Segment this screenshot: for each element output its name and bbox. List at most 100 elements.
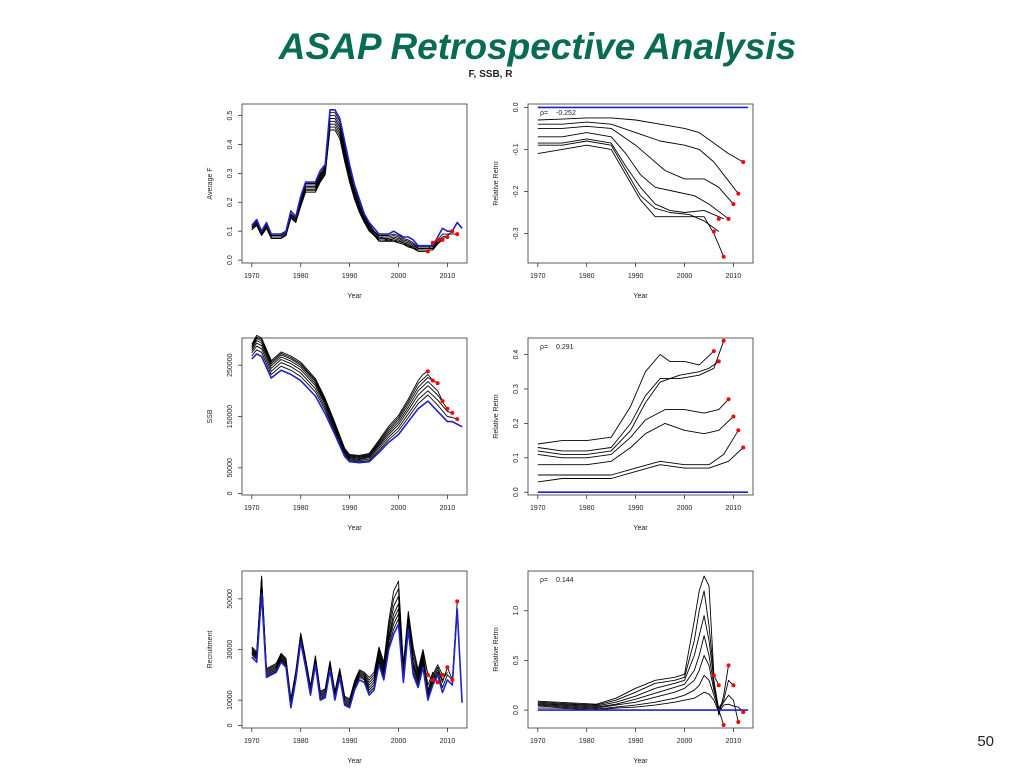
x-tick-label: 1980 xyxy=(579,738,595,745)
peel-endpoint-marker xyxy=(455,232,460,237)
retro-peel-line xyxy=(537,615,725,726)
x-tick-label: 2000 xyxy=(391,505,407,512)
retro-peel-line xyxy=(251,129,428,252)
peel-endpoint-marker xyxy=(435,680,440,685)
x-tick-label: 1990 xyxy=(342,273,358,280)
y-axis-label: Relative Retro xyxy=(493,394,500,438)
peel-endpoint-marker xyxy=(425,249,430,254)
peel-endpoint-marker xyxy=(445,665,450,670)
slide-title: ASAP Retrospective Analysis xyxy=(278,26,797,67)
x-tick-label: 1980 xyxy=(293,738,309,745)
peel-endpoint-marker xyxy=(741,710,746,715)
rho-label: ρ= xyxy=(540,577,548,584)
retro-peel-line xyxy=(537,144,725,257)
x-tick-label: 1980 xyxy=(579,505,595,512)
terminal-series-line xyxy=(251,353,463,464)
peel-endpoint-marker xyxy=(450,229,455,234)
peel-endpoint-marker xyxy=(445,234,450,239)
retro-peel-line xyxy=(537,655,734,709)
x-axis-label: Year xyxy=(633,758,648,765)
panel-f-retro: 1970 1980 1990 2000 2010 0.0 -0.1 -0.2 -0.3 Year R… xyxy=(493,102,754,300)
y-tick-label: 1.0 xyxy=(513,606,520,616)
retro-peel-line xyxy=(251,126,434,251)
y-tick-label: 50000 xyxy=(227,589,234,609)
peel-endpoint-marker xyxy=(731,202,736,207)
retro-peel-line xyxy=(537,140,720,232)
y-tick-label: 0.1 xyxy=(227,226,234,236)
peel-endpoint-marker xyxy=(455,417,460,422)
peel-endpoint-marker xyxy=(726,663,731,668)
peel-endpoint-marker xyxy=(435,237,440,242)
peel-endpoint-marker xyxy=(736,191,741,196)
retro-peel-line xyxy=(251,338,438,458)
rho-label: ρ= xyxy=(540,110,548,117)
peel-endpoint-marker xyxy=(731,683,736,688)
peel-endpoint-marker xyxy=(430,378,435,383)
peel-endpoint-marker xyxy=(455,599,460,604)
y-tick-label: 10000 xyxy=(227,690,234,710)
x-tick-label: 1970 xyxy=(244,505,260,512)
retro-peel-line xyxy=(537,674,739,723)
page-number: 50 xyxy=(977,733,994,750)
retro-peel-line xyxy=(251,334,429,456)
retro-peel-line xyxy=(251,575,429,700)
y-tick-label: 0.2 xyxy=(227,197,234,207)
x-axis-label: Year xyxy=(347,758,362,765)
panel-recruitment-retro: 1970 1980 1990 2000 2010 0.0 0.5 1.0 Year Relativ… xyxy=(493,570,754,765)
peel-endpoint-marker xyxy=(716,216,721,221)
y-axis-label: Recruitment xyxy=(207,631,214,669)
peel-endpoint-marker xyxy=(736,720,741,725)
panel-ssb: 1970 1980 1990 2000 2010 0 50000 150000 250000 Ye… xyxy=(207,334,468,532)
peel-endpoint-marker xyxy=(741,160,746,165)
rho-label: ρ= xyxy=(540,344,548,351)
y-tick-label: 50000 xyxy=(227,458,234,478)
x-tick-label: 1990 xyxy=(342,505,358,512)
y-axis-label: Average F xyxy=(207,167,214,199)
retro-peel-line xyxy=(251,336,434,457)
x-tick-label: 2000 xyxy=(677,273,693,280)
x-axis-label: Year xyxy=(347,293,362,300)
peel-endpoint-marker xyxy=(425,369,430,374)
peel-endpoint-marker xyxy=(711,673,716,678)
peel-endpoint-marker xyxy=(445,406,450,411)
y-tick-label: 0.0 xyxy=(513,705,520,715)
x-tick-label: 2010 xyxy=(440,273,456,280)
peel-endpoint-marker xyxy=(435,381,440,386)
retro-peel-line xyxy=(251,340,443,460)
y-tick-label: -0.1 xyxy=(513,143,520,155)
peel-endpoint-marker xyxy=(716,359,721,364)
y-tick-label: 0.3 xyxy=(513,384,520,394)
peel-endpoint-marker xyxy=(430,240,435,245)
retro-peel-line xyxy=(251,583,448,705)
peel-endpoint-marker xyxy=(425,672,430,677)
retro-peel-line xyxy=(251,112,458,248)
retro-peel-line xyxy=(251,120,443,251)
plot-frame xyxy=(527,337,754,496)
y-tick-label: 0.3 xyxy=(227,168,234,178)
y-tick-label: 0.0 xyxy=(513,102,520,112)
x-tick-label: 1990 xyxy=(628,505,644,512)
retro-peel-line xyxy=(537,416,734,466)
x-axis-label: Year xyxy=(633,293,648,300)
x-tick-label: 1980 xyxy=(293,505,309,512)
peel-endpoint-marker xyxy=(726,216,731,221)
panel-f: 1970 1980 1990 2000 2010 0.0 0.1 0.2 0.3 0.4 0.5 Ye… xyxy=(207,103,468,300)
x-axis-label: Year xyxy=(347,525,362,532)
x-tick-label: 2010 xyxy=(726,738,742,745)
plot-frame xyxy=(241,103,468,264)
x-tick-label: 2010 xyxy=(726,505,742,512)
retro-peel-line xyxy=(251,342,448,461)
retro-peel-line xyxy=(537,635,729,716)
retro-peel-line xyxy=(537,575,715,705)
retro-peel-line xyxy=(537,691,744,713)
y-tick-label: 0.5 xyxy=(513,655,520,665)
x-tick-label: 2000 xyxy=(391,273,407,280)
peel-endpoint-marker xyxy=(736,428,741,433)
peel-endpoint-marker xyxy=(440,237,445,242)
y-tick-label: -0.3 xyxy=(513,227,520,239)
peel-endpoint-marker xyxy=(716,683,721,688)
x-tick-label: 1970 xyxy=(530,273,546,280)
x-tick-label: 2010 xyxy=(440,738,456,745)
retro-peel-line xyxy=(537,138,724,220)
x-tick-label: 1980 xyxy=(579,273,595,280)
